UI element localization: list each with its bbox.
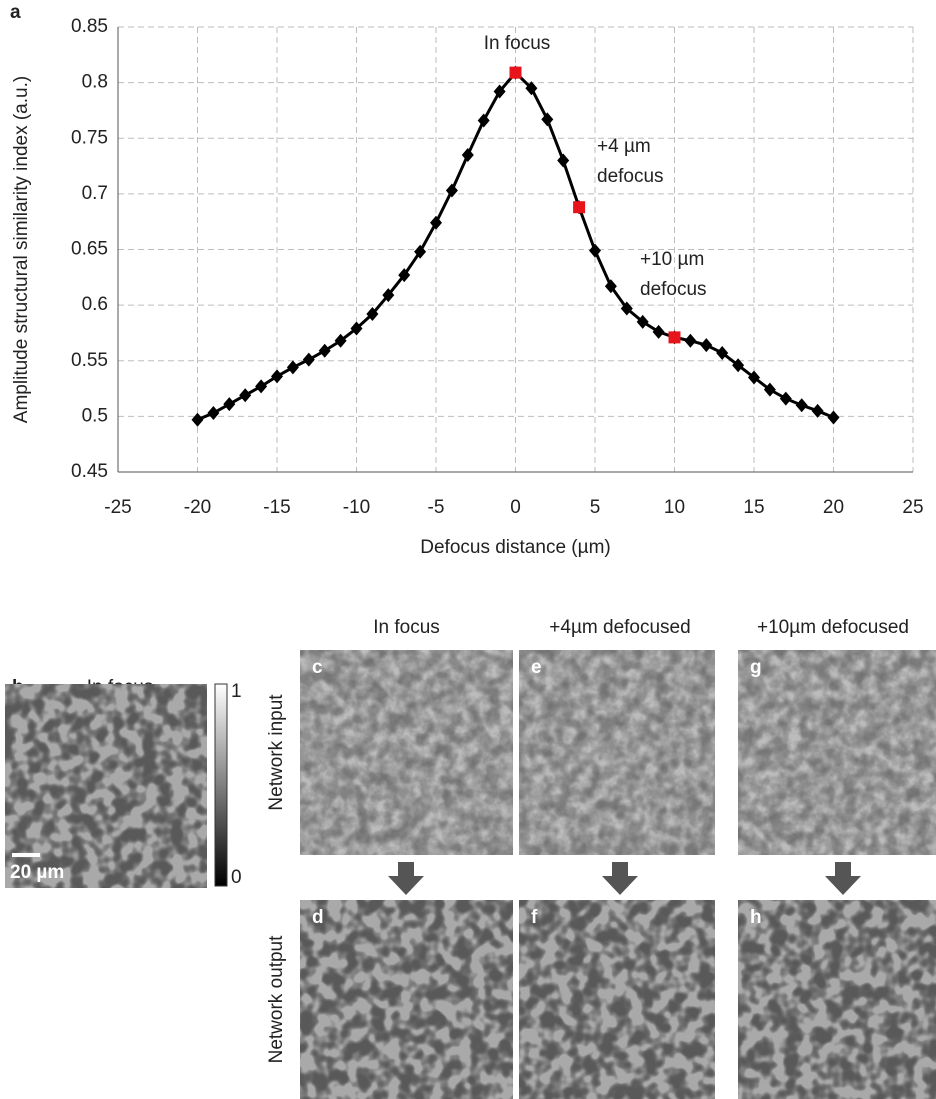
y-tick-label: 0.75: [71, 127, 108, 148]
marker: [398, 268, 411, 283]
y-tick-label: 0.8: [82, 72, 108, 93]
y-tick-label: 0.55: [71, 350, 108, 371]
panel-letter: f: [531, 907, 538, 928]
y-tick-label: 0.5: [82, 405, 108, 426]
y-tick-label: 0.65: [71, 239, 108, 260]
marker: [604, 279, 617, 294]
marker: [461, 147, 474, 162]
panel-letter: c: [312, 657, 323, 678]
y-axis-label: Amplitude structural similarity index (a…: [11, 76, 32, 423]
highlight-marker: [509, 66, 522, 79]
panel-label: a: [10, 2, 21, 23]
x-tick-label: 10: [664, 497, 685, 518]
x-axis-label: Defocus distance (µm): [420, 537, 610, 558]
y-tick-label: 0.45: [71, 461, 108, 482]
marker: [414, 244, 427, 259]
marker: [652, 324, 665, 339]
marker: [223, 397, 236, 412]
arrow: [825, 862, 861, 895]
marker: [255, 379, 268, 394]
column-header: +4µm defocused: [549, 617, 690, 638]
x-tick-label: -10: [343, 497, 370, 518]
y-tick-label: 0.6: [82, 294, 108, 315]
panel-letter: g: [750, 657, 762, 678]
x-tick-label: -15: [263, 497, 290, 518]
marker: [366, 307, 379, 322]
marker: [271, 369, 283, 384]
marker: [811, 403, 824, 418]
marker: [239, 388, 252, 403]
marker: [684, 333, 697, 348]
y-tick-label: 0.85: [71, 16, 108, 37]
image-cells: [519, 900, 715, 1099]
colorbar-tick-label: 1: [231, 681, 242, 702]
marker: [191, 412, 204, 427]
marker: [334, 333, 347, 348]
marker: [827, 410, 840, 425]
column-header: +10µm defocused: [757, 617, 909, 638]
annotation: defocus: [640, 279, 707, 300]
marker: [716, 345, 729, 360]
marker: [477, 113, 490, 128]
highlight-marker: [573, 201, 586, 214]
annotation: defocus: [597, 166, 664, 187]
x-tick-label: -20: [184, 497, 211, 518]
marker: [589, 243, 601, 258]
marker: [700, 338, 713, 353]
marker: [636, 314, 649, 329]
marker: [732, 358, 745, 373]
marker: [795, 398, 808, 413]
marker: [318, 343, 331, 358]
marker: [302, 352, 315, 367]
marker: [525, 81, 538, 96]
image-cells: [519, 650, 715, 855]
y-tick-label: 0.7: [82, 183, 108, 204]
row-label: Network input: [266, 694, 287, 811]
image-cells: [5, 684, 207, 888]
marker: [382, 288, 395, 303]
marker: [541, 112, 554, 127]
image-cells: [300, 900, 513, 1099]
line-chart: 0.45 0.5 0.55 0.6 0.65 0.7 0.75 0.8 0.85 -25 -20 -1…: [11, 16, 924, 558]
x-tick-label: 25: [902, 497, 923, 518]
x-tick-label: 5: [590, 497, 601, 518]
marker: [350, 321, 363, 336]
marker: [430, 215, 442, 230]
x-tick-label: 15: [743, 497, 764, 518]
x-tick-label: -5: [428, 497, 445, 518]
annotation: +4 µm: [597, 136, 651, 157]
annotation: +10 µm: [640, 249, 704, 270]
scale-bar-label: 20 µm: [10, 862, 64, 883]
row-label: Network output: [266, 935, 287, 1064]
marker: [748, 370, 760, 385]
marker: [493, 84, 506, 99]
image-cells: [738, 650, 936, 855]
colorbar: [214, 683, 228, 887]
marker: [207, 406, 220, 421]
marker: [286, 360, 299, 375]
x-tick-label: 0: [510, 497, 521, 518]
marker: [763, 382, 776, 397]
image-panels: bIn focusreconstructionfrom 8 heights20 …: [5, 617, 936, 1099]
panel-letter: e: [531, 657, 542, 678]
panel-letter: d: [312, 907, 324, 928]
arrow: [388, 862, 424, 895]
x-tick-label: 20: [823, 497, 844, 518]
highlight-marker: [668, 331, 681, 344]
arrow: [602, 862, 638, 895]
annotation: In focus: [484, 33, 551, 54]
colorbar-tick-label: 0: [231, 867, 242, 888]
image-cells: [738, 900, 936, 1099]
x-tick-label: -25: [104, 497, 131, 518]
image-cells: [300, 650, 513, 855]
column-header: In focus: [373, 617, 440, 638]
panel-letter: h: [750, 907, 762, 928]
marker: [445, 183, 458, 198]
marker: [557, 153, 570, 168]
marker: [779, 391, 792, 406]
marker: [620, 301, 633, 316]
